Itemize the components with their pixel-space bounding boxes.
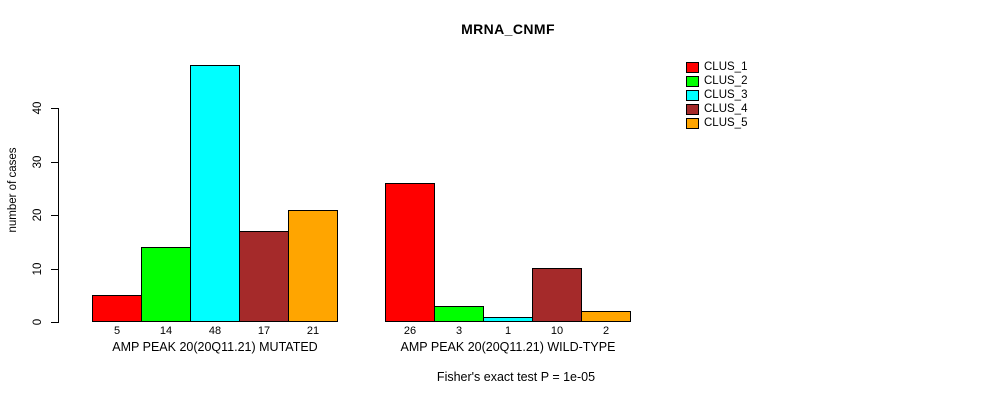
y-tick-mark — [51, 269, 58, 270]
y-tick-mark — [51, 215, 58, 216]
legend-item-clus-3: CLUS_3 — [686, 88, 747, 102]
y-tick-label: 0 — [32, 318, 44, 326]
legend-swatch-clus-1 — [686, 61, 699, 73]
bar-value-label: 21 — [306, 325, 320, 337]
legend-label-clus-1: CLUS_1 — [704, 61, 748, 73]
legend-swatch-clus-5 — [686, 117, 699, 129]
bar-clus-1 — [92, 295, 142, 322]
legend-label-clus-3: CLUS_3 — [704, 89, 748, 101]
chart-title: MRNA_CNMF — [461, 21, 555, 37]
bar-clus-2 — [141, 247, 191, 322]
bar-value-label: 10 — [550, 325, 564, 337]
legend-label-clus-2: CLUS_2 — [704, 75, 748, 87]
bar-value-label: 5 — [113, 325, 121, 337]
y-tick-mark — [51, 322, 58, 323]
y-tick-label: 20 — [32, 208, 44, 222]
y-tick-label: 30 — [32, 155, 44, 169]
legend-item-clus-5: CLUS_5 — [686, 116, 747, 130]
legend-item-clus-1: CLUS_1 — [686, 60, 747, 74]
bar-value-label: 2 — [602, 325, 610, 337]
legend-swatch-clus-4 — [686, 103, 699, 115]
bar-clus-4 — [239, 231, 289, 322]
y-axis-label: number of cases — [7, 147, 19, 233]
legend-item-clus-4: CLUS_4 — [686, 102, 747, 116]
bar-clus-5 — [581, 311, 631, 322]
bar-clus-3 — [483, 317, 533, 322]
bar-clus-4 — [532, 268, 582, 322]
bar-clus-3 — [190, 65, 240, 322]
y-tick-mark — [51, 108, 58, 109]
y-tick-mark — [51, 162, 58, 163]
legend-swatch-clus-2 — [686, 75, 699, 87]
bar-value-label: 1 — [504, 325, 512, 337]
legend-swatch-clus-3 — [686, 89, 699, 101]
legend: CLUS_1 CLUS_2 CLUS_3 CLUS_4 CLUS_5 — [686, 60, 747, 130]
bar-clus-5 — [288, 210, 338, 322]
bar-value-label: 14 — [159, 325, 173, 337]
bar-clus-2 — [434, 306, 484, 322]
y-tick-label: 40 — [32, 101, 44, 115]
bar-value-label: 26 — [403, 325, 417, 337]
bar-value-label: 48 — [208, 325, 222, 337]
legend-item-clus-2: CLUS_2 — [686, 74, 747, 88]
bar-value-label: 17 — [257, 325, 271, 337]
fisher-test-caption: Fisher's exact test P = 1e-05 — [436, 370, 596, 384]
bar-clus-1 — [385, 183, 435, 322]
group-label-wildtype: AMP PEAK 20(20Q11.21) WILD-TYPE — [400, 340, 616, 354]
legend-label-clus-4: CLUS_4 — [704, 103, 748, 115]
legend-label-clus-5: CLUS_5 — [704, 117, 748, 129]
group-label-mutated: AMP PEAK 20(20Q11.21) MUTATED — [112, 340, 318, 354]
y-axis-line — [58, 108, 59, 323]
bar-value-label: 3 — [455, 325, 463, 337]
y-tick-label: 10 — [32, 262, 44, 276]
